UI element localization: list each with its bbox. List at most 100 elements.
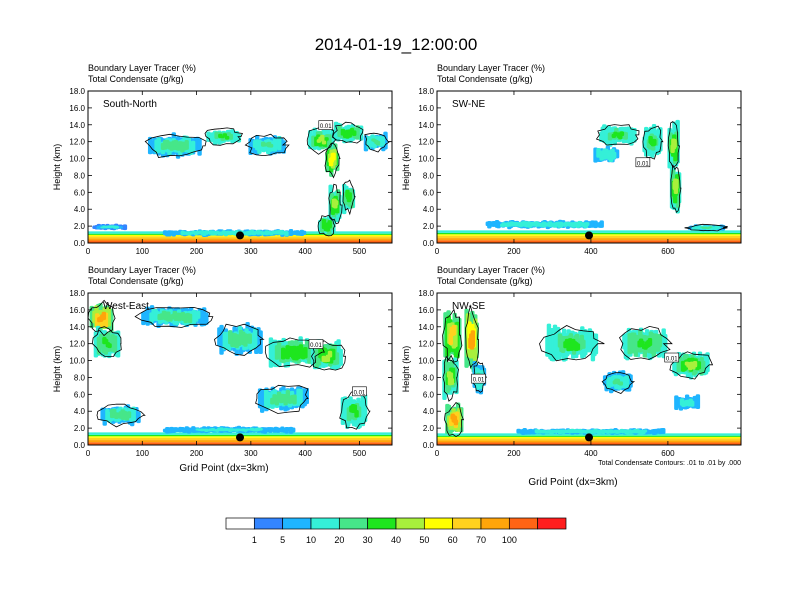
x-axis-label: Grid Point (dx=3km) xyxy=(528,477,617,488)
y-tick-label: 0.0 xyxy=(74,441,86,450)
tracer-cell xyxy=(206,129,242,146)
tracer-column xyxy=(642,429,648,433)
tracer-cell xyxy=(93,325,121,359)
y-tick-label: 14.0 xyxy=(69,323,85,332)
y-axis-label: Height (km) xyxy=(401,144,411,191)
condensate-contour xyxy=(328,183,343,225)
tracer-column xyxy=(242,335,248,343)
tracer-column xyxy=(215,232,221,235)
panel-sw-ne: Boundary Layer Tracer (%)Total Condensat… xyxy=(401,63,742,256)
tracer-cell xyxy=(333,121,364,144)
tracer-column xyxy=(672,139,677,148)
contour-label: 0.01 xyxy=(471,373,486,384)
tracer-column xyxy=(647,337,653,346)
colorbar-label: 60 xyxy=(448,535,458,545)
tracer-column xyxy=(180,311,186,318)
colorbar-swatch xyxy=(225,517,255,530)
panel-subtitle-tracer: Boundary Layer Tracer (%) xyxy=(88,63,196,73)
tracer-cell xyxy=(100,404,141,427)
tracer-column xyxy=(708,226,713,228)
contour-label: 0.01 xyxy=(635,157,651,167)
field-layer: 0.01 xyxy=(88,120,392,243)
tracer-column xyxy=(334,352,340,365)
y-tick-label: 2.0 xyxy=(423,424,435,433)
tracer-column xyxy=(236,335,242,341)
y-tick-label: 14.0 xyxy=(418,323,434,332)
tracer-column xyxy=(284,230,289,237)
surface-band xyxy=(88,238,392,241)
x-tick-label: 400 xyxy=(584,247,598,256)
tracer-column xyxy=(190,140,196,153)
tracer-cell xyxy=(141,305,209,328)
tracer-column xyxy=(347,192,352,201)
tracer-column xyxy=(696,361,702,370)
tracer-column xyxy=(624,375,630,387)
condensate-contour xyxy=(204,127,243,146)
tracer-column xyxy=(570,222,576,227)
x-tick-label: 0 xyxy=(435,247,440,256)
tracer-column xyxy=(247,333,252,344)
surface-band xyxy=(437,442,741,445)
x-tick-label: 600 xyxy=(661,449,675,458)
svg-text:0.01: 0.01 xyxy=(320,124,332,130)
field-layer: 0.01 0.01 xyxy=(88,299,392,445)
tracer-column xyxy=(291,427,296,433)
y-tick-label: 2.0 xyxy=(423,222,435,231)
y-tick-label: 12.0 xyxy=(418,138,434,147)
x-tick-label: 500 xyxy=(353,449,367,458)
colorbar-label: 50 xyxy=(419,535,429,545)
x-tick-label: 400 xyxy=(584,449,598,458)
tracer-column xyxy=(304,387,309,405)
y-tick-label: 18.0 xyxy=(69,87,85,96)
tracer-column xyxy=(197,138,202,156)
tracer-column xyxy=(606,152,611,158)
tracer-cell xyxy=(342,183,356,215)
y-tick-label: 18.0 xyxy=(418,289,434,298)
condensate-contour xyxy=(443,401,465,437)
tracer-cell xyxy=(328,184,342,223)
y-tick-label: 6.0 xyxy=(423,188,435,197)
tracer-column xyxy=(178,145,184,151)
colorbar-label: 40 xyxy=(391,535,401,545)
x-tick-label: 500 xyxy=(353,247,367,256)
condensate-contour xyxy=(684,223,728,232)
tracer-column xyxy=(286,399,292,403)
tracer-cell xyxy=(602,370,633,394)
cross-section-marker xyxy=(585,433,593,442)
tracer-column xyxy=(204,312,209,325)
colorbar-swatch xyxy=(480,517,510,530)
y-tick-label: 8.0 xyxy=(74,171,86,180)
tracer-column xyxy=(606,430,612,432)
tracer-cell xyxy=(667,119,680,169)
tracer-column xyxy=(136,411,141,424)
condensate-contour xyxy=(311,340,346,371)
x-tick-label: 300 xyxy=(244,449,258,458)
tracer-column xyxy=(321,140,327,145)
colorbar-swatch xyxy=(367,517,397,530)
y-tick-label: 4.0 xyxy=(423,205,435,214)
y-tick-label: 12.0 xyxy=(418,340,434,349)
tracer-column xyxy=(187,313,193,324)
cross-section-marker xyxy=(236,231,244,240)
tracer-column xyxy=(232,131,238,141)
x-tick-label: 200 xyxy=(507,247,521,256)
y-tick-label: 6.0 xyxy=(423,390,435,399)
tracer-column xyxy=(331,152,336,161)
panel-subtitle-tracer: Boundary Layer Tracer (%) xyxy=(437,265,545,275)
x-axis-label: Grid Point (dx=3km) xyxy=(179,463,268,474)
tracer-column xyxy=(266,231,271,235)
panel-west-east: Boundary Layer Tracer (%)Total Condensat… xyxy=(52,265,393,474)
y-axis-label: Height (km) xyxy=(52,144,62,191)
plot-frame xyxy=(436,292,742,446)
tracer-column xyxy=(122,224,128,231)
tracer-column xyxy=(109,337,115,352)
tracer-cell xyxy=(248,135,286,156)
colorbar-label: 100 xyxy=(502,535,517,545)
tracer-cell xyxy=(485,219,604,230)
tracer-column xyxy=(303,346,308,359)
condensate-contour xyxy=(244,133,290,157)
y-tick-label: 18.0 xyxy=(69,289,85,298)
tracer-column xyxy=(700,360,706,373)
panels-group: Boundary Layer Tracer (%)Total Condensat… xyxy=(52,63,742,488)
